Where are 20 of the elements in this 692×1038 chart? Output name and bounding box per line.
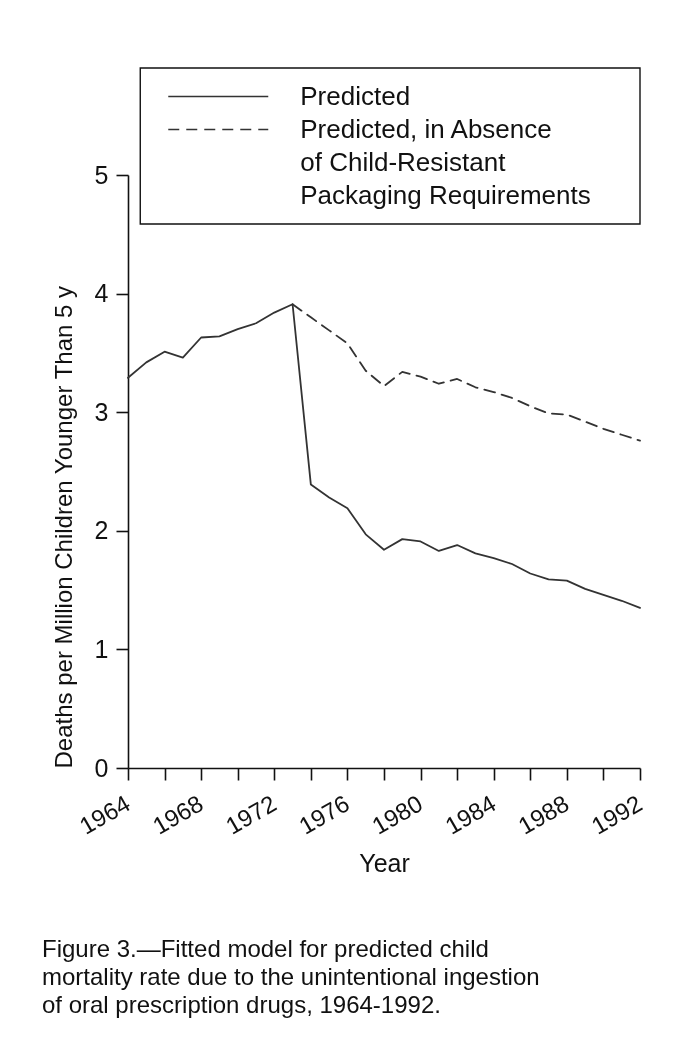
x-tick-label: 1980 [367,789,428,840]
line-series [127,303,641,609]
x-axis-title: Year [359,848,410,877]
y-tick-label: 5 [94,160,109,189]
y-tick-label: 0 [94,753,109,782]
y-tick-label: 1 [94,634,109,663]
x-tick-label: 1968 [147,789,208,840]
caption: Figure 3.—Fitted model for predicted child mortality rate due to the unintentional ingestion of oral prescription drugs, 1964-1992. [42,935,540,1018]
legend-label: Predicted [300,80,411,111]
y-axis-title: Deaths per Million Children Younger Than 5 y [49,285,77,769]
x-tick-label: 1964 [74,789,135,840]
x-tick-label: 1992 [586,789,647,840]
x-tick-label: 1976 [294,789,354,840]
legend-label: Predicted, in Absence of Child-Resistant Packaging Requirements [300,113,591,210]
y-tick-label: 2 [94,516,109,545]
x-tick-label: 1984 [440,789,501,840]
y-tick-label: 4 [94,279,109,308]
y-tick-label: 3 [94,397,109,426]
x-tick-label: 1988 [513,789,574,840]
x-tick-label: 1972 [221,789,281,840]
